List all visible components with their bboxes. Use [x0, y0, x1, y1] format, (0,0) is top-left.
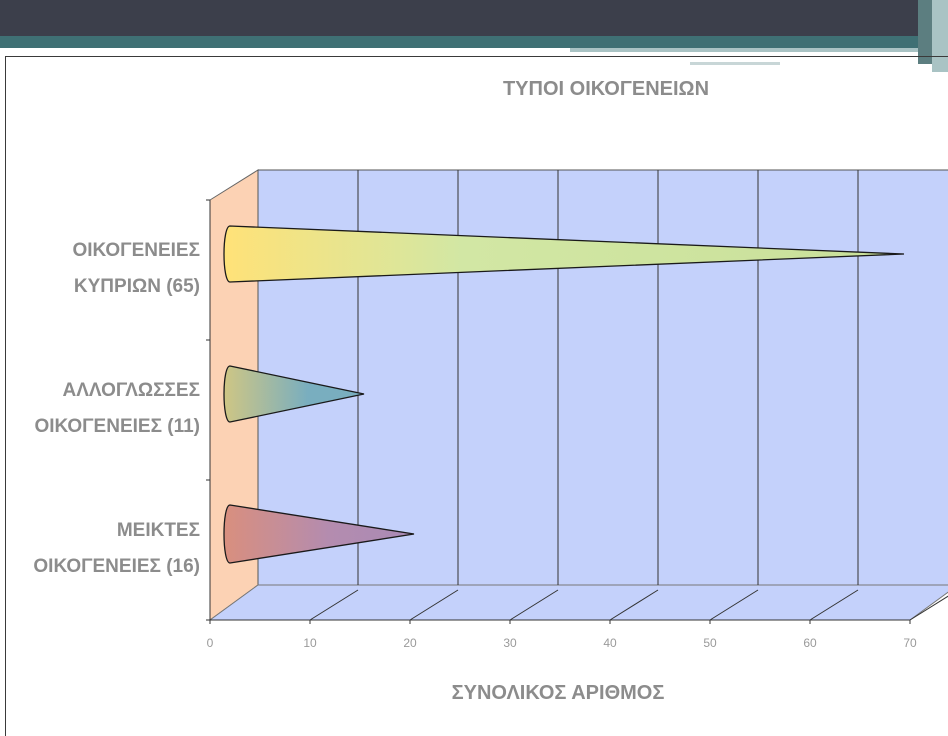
chart-title: ΤΥΠΟΙ ΟΙΚΟΓΕΝΕΙΩΝ [503, 78, 709, 100]
banner-end-bar-2 [932, 0, 948, 72]
banner-light-stripe [570, 48, 940, 52]
banner-teal-band [0, 36, 948, 48]
category-label-1-line-0: ΑΛΛΟΓΛΩΣΣΕΣ [63, 380, 200, 401]
chart-labels: 0 10 20 30 40 50 60 70 ΟΙΚΟΓΕΝΕΙΕΣ ΚΥΠΡΙΩΝ (65) ΑΛ… [33, 240, 917, 650]
x-tick-label-70: 70 [903, 636, 917, 650]
bar-cone-0 [223, 225, 905, 283]
x-tick-label-30: 30 [503, 636, 517, 650]
x-tick-label-40: 40 [603, 636, 617, 650]
gridline-floor-50 [709, 589, 759, 621]
x-tick-label-20: 20 [403, 636, 417, 650]
banner-end-bar [918, 0, 932, 64]
bar-cone-2 [223, 504, 415, 564]
slide-header-banner [0, 0, 948, 72]
x-tick-label-10: 10 [303, 636, 317, 650]
family-types-chart: ΤΥΠΟΙ ΟΙΚΟΓΕΝΕΙΩΝ 0 10 20 30 40 50 60 70 ΟΙΚΟΓΕΝ… [33, 78, 948, 704]
x-tick-label-0: 0 [207, 636, 214, 650]
chart-bars [223, 225, 905, 564]
bar-cone-1 [223, 365, 365, 423]
x-axis-label: ΣΥΝΟΛΙΚΟΣ ΑΡΙΘΜΟΣ [452, 682, 665, 704]
category-label-2-line-0: ΜΕΙΚΤΕΣ [117, 520, 200, 541]
x-tick-label-60: 60 [803, 636, 817, 650]
gridline-floor-10 [309, 589, 359, 621]
chart-axes [206, 199, 911, 624]
x-tick-label-50: 50 [703, 636, 717, 650]
banner-dark-band [0, 0, 948, 36]
gridline-floor-40 [609, 589, 659, 621]
category-label-0-line-1: ΚΥΠΡΙΩΝ (65) [74, 276, 200, 297]
gridline-floor-60 [809, 589, 859, 621]
category-label-0-line-0: ΟΙΚΟΓΕΝΕΙΕΣ [72, 240, 200, 261]
category-label-2-line-1: ΟΙΚΟΓΕΝΕΙΕΣ (16) [33, 556, 200, 577]
slide-frame [5, 56, 948, 736]
banner-light-stripe-2 [690, 62, 780, 65]
category-label-1-line-1: ΟΙΚΟΓΕΝΕΙΕΣ (11) [34, 416, 200, 437]
gridline-floor-70 [909, 595, 948, 621]
gridline-floor-20 [409, 589, 459, 621]
gridline-floor-30 [509, 589, 559, 621]
